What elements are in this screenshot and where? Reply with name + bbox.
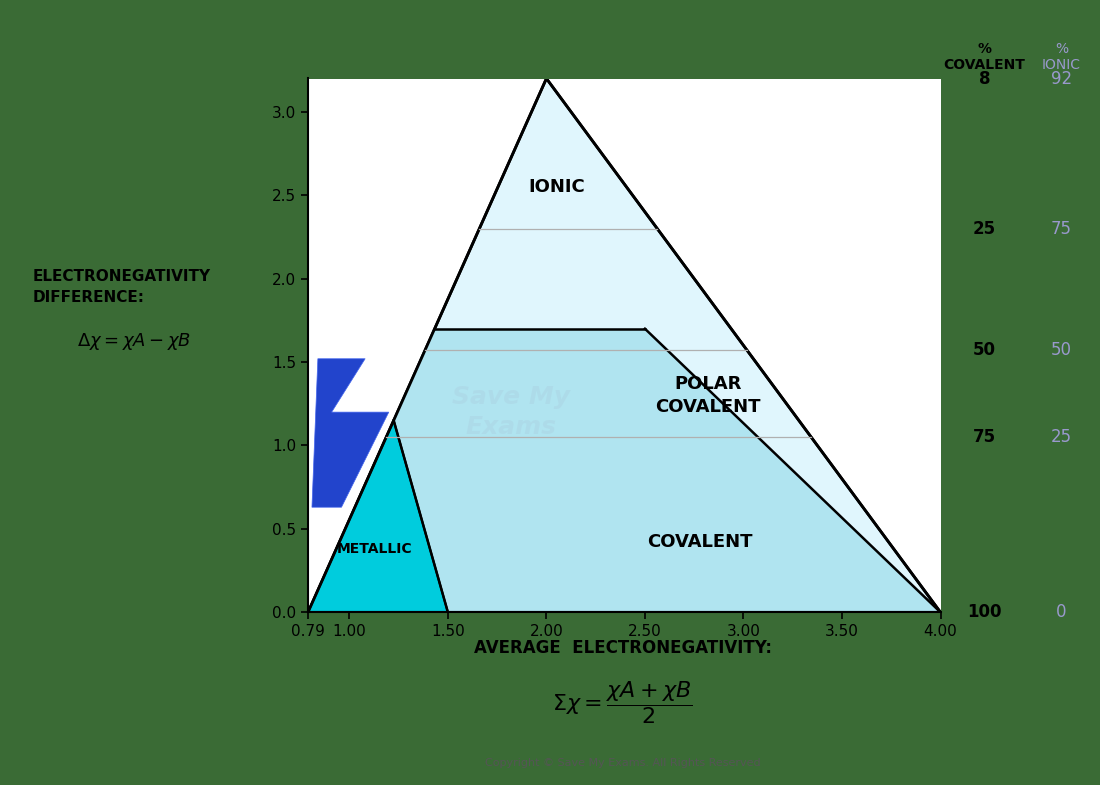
Text: 25: 25 bbox=[1050, 428, 1072, 446]
Text: 75: 75 bbox=[1050, 220, 1072, 238]
Text: 25: 25 bbox=[972, 220, 997, 238]
Text: %
IONIC: % IONIC bbox=[1042, 42, 1081, 71]
Text: IONIC: IONIC bbox=[528, 178, 584, 196]
Text: COVALENT: COVALENT bbox=[648, 533, 752, 551]
Text: 50: 50 bbox=[1050, 341, 1072, 360]
Polygon shape bbox=[312, 359, 388, 507]
Text: Save My
Exams: Save My Exams bbox=[452, 385, 570, 439]
Text: AVERAGE  ELECTRONEGATIVITY:: AVERAGE ELECTRONEGATIVITY: bbox=[474, 639, 771, 656]
Polygon shape bbox=[394, 329, 940, 612]
Text: ELECTRONEGATIVITY
DIFFERENCE:: ELECTRONEGATIVITY DIFFERENCE: bbox=[33, 268, 211, 305]
Text: 50: 50 bbox=[974, 341, 996, 360]
Text: METALLIC: METALLIC bbox=[338, 542, 412, 556]
Text: 100: 100 bbox=[967, 604, 1002, 621]
Text: 75: 75 bbox=[972, 428, 997, 446]
Polygon shape bbox=[308, 421, 448, 612]
Text: POLAR
COVALENT: POLAR COVALENT bbox=[656, 374, 761, 416]
Text: $\Delta\chi = \chi A - \chi B$: $\Delta\chi = \chi A - \chi B$ bbox=[77, 331, 191, 352]
Text: 92: 92 bbox=[1050, 70, 1072, 87]
Text: 8: 8 bbox=[979, 70, 990, 87]
Text: 0: 0 bbox=[1056, 604, 1067, 621]
Text: $\Sigma\chi = \dfrac{\chi A + \chi B}{2}$: $\Sigma\chi = \dfrac{\chi A + \chi B}{2}… bbox=[552, 679, 693, 726]
Polygon shape bbox=[308, 78, 940, 612]
Text: Copyright © Save My Exams. All Rights Reserved: Copyright © Save My Exams. All Rights Re… bbox=[485, 758, 760, 768]
Text: %
COVALENT: % COVALENT bbox=[944, 42, 1025, 71]
